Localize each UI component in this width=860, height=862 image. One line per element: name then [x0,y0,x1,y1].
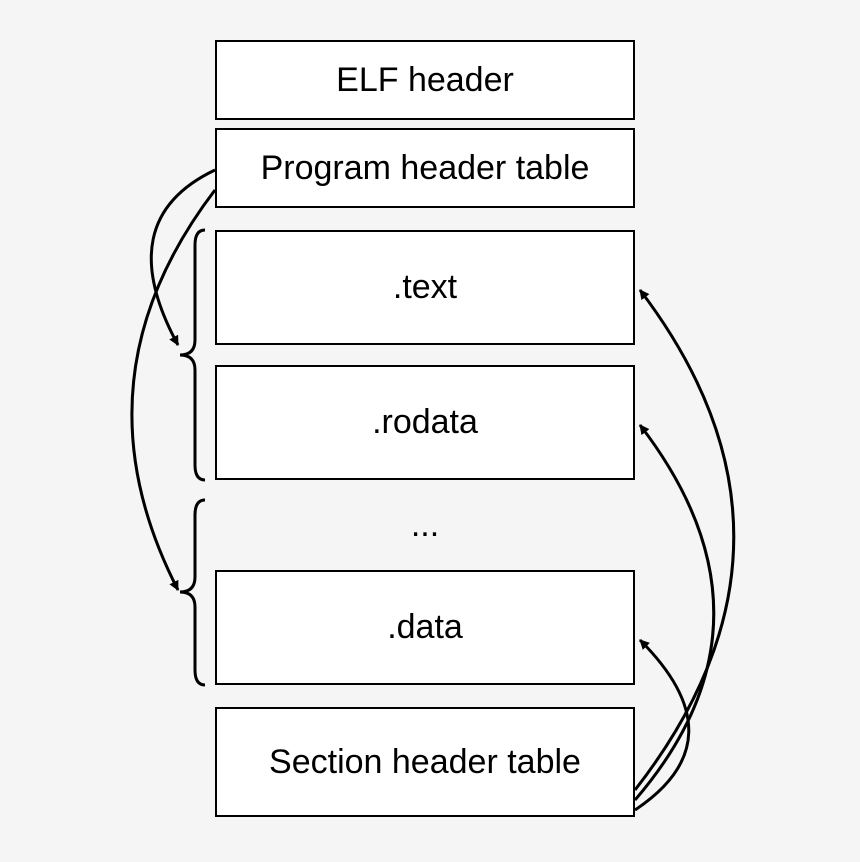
label-ellipsis: ... [411,506,439,545]
box-rodata-section: .rodata [215,365,635,480]
brace-top [180,230,205,480]
label-section-header-table: Section header table [269,743,581,782]
box-data-section: .data [215,570,635,685]
arrow-sht-to-rodata [635,425,714,800]
box-section-header-table: Section header table [215,707,635,817]
elf-layout-diagram: ELF header Program header table .text .r… [0,0,860,862]
box-elf-header: ELF header [215,40,635,120]
arrow-pht-to-top-brace [151,170,215,345]
arrow-sht-to-data [635,640,689,810]
label-rodata-section: .rodata [372,403,478,442]
label-elf-header: ELF header [336,61,514,100]
gap-ellipsis: ... [215,480,635,570]
label-text-section: .text [393,268,457,307]
brace-bottom [180,500,205,685]
box-program-header-table: Program header table [215,128,635,208]
label-program-header-table: Program header table [261,149,590,188]
arrow-pht-to-bottom-brace [132,190,215,590]
label-data-section: .data [387,608,463,647]
arrow-sht-to-text [635,290,734,790]
box-text-section: .text [215,230,635,345]
